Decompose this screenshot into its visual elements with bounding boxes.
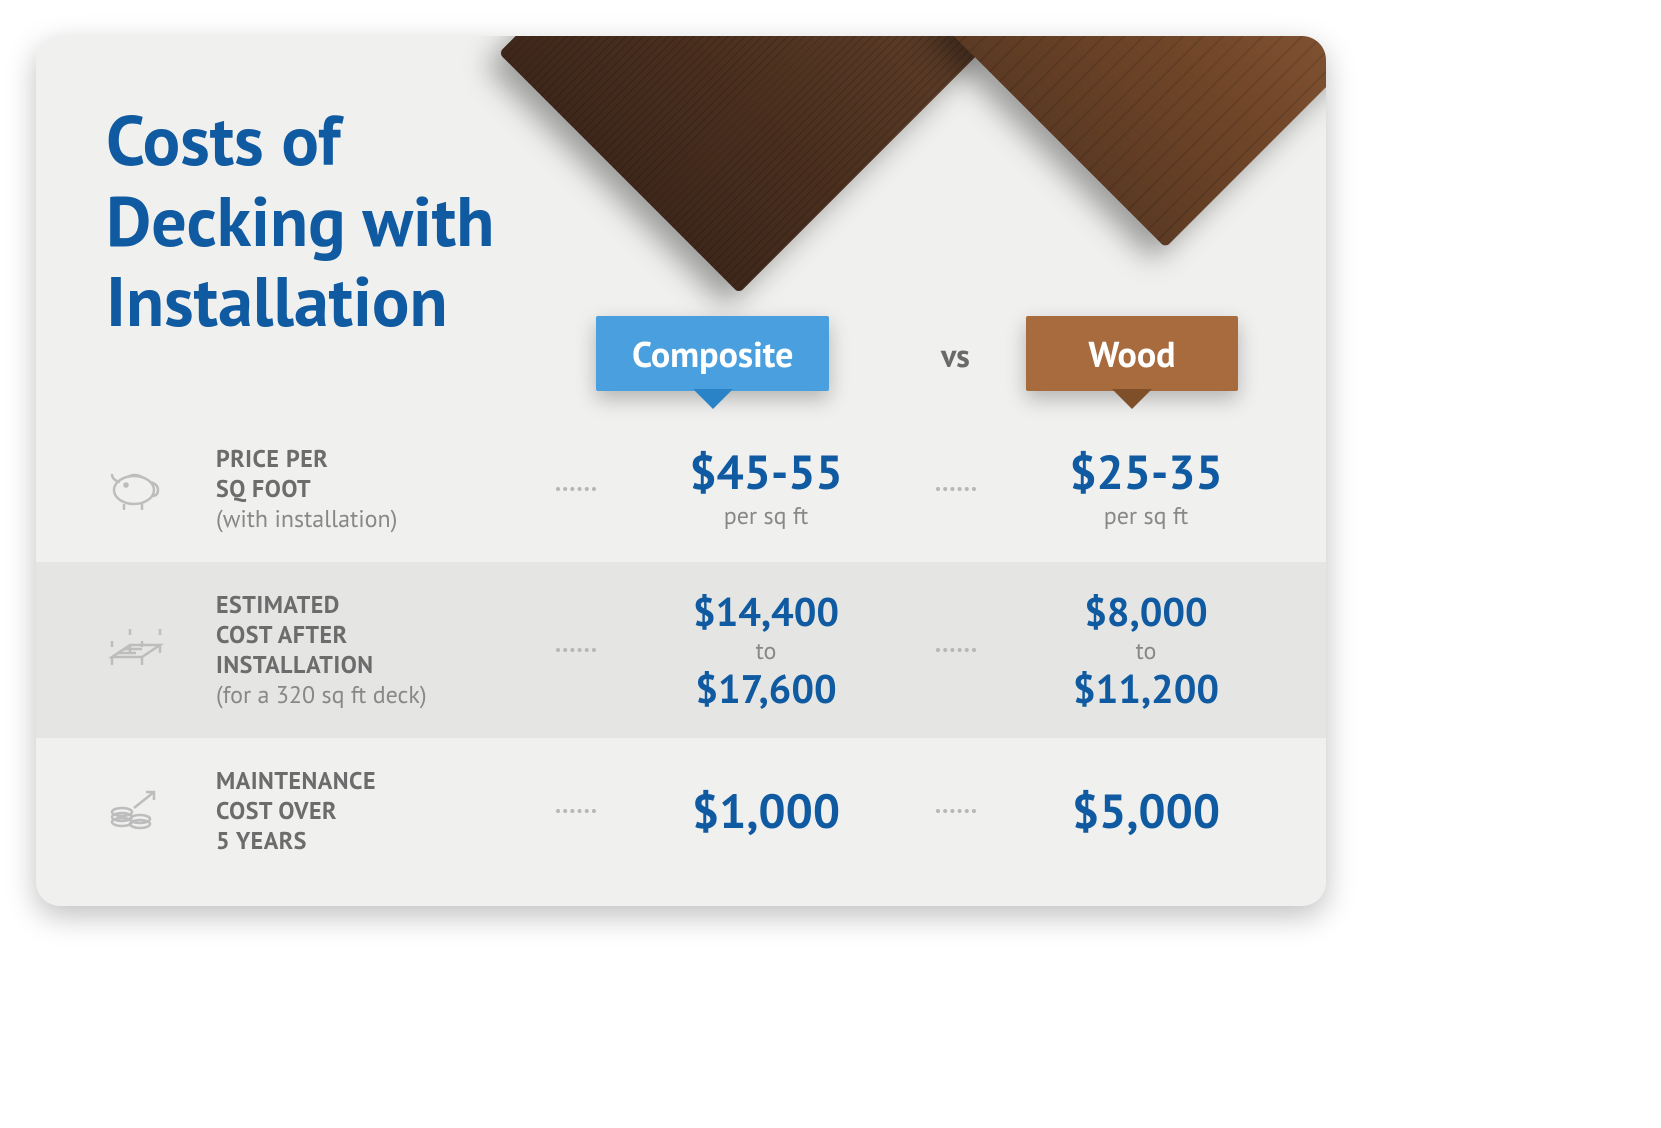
- composite-tag: Composite: [596, 316, 829, 391]
- wood-value: $5,000: [996, 786, 1296, 836]
- wood-tag-label: Wood: [1088, 330, 1175, 377]
- wood-value-to: to: [996, 635, 1296, 666]
- dots-connector: [556, 487, 596, 491]
- page-title: Costs of Decking with Installation: [106, 100, 494, 342]
- row-label: MAINTENANCE COST OVER 5 YEARS: [216, 766, 536, 856]
- wood-value: $25-35 per sq ft: [996, 447, 1296, 530]
- wood-value-number: $25-35: [996, 447, 1296, 497]
- wood-plank-image: [939, 36, 1326, 248]
- wood-value-high: $11,200: [996, 668, 1296, 710]
- composite-value-low: $14,400: [616, 591, 916, 633]
- wood-value-low: $8,000: [996, 591, 1296, 633]
- composite-tag-arrow: [693, 389, 733, 409]
- row-label-sub: (with installation): [216, 504, 536, 534]
- deck-icon: [106, 623, 196, 678]
- wood-tag: Wood: [1026, 316, 1238, 391]
- row-label-main: ESTIMATED COST AFTER INSTALLATION: [216, 590, 536, 680]
- composite-plank-image: [499, 36, 994, 293]
- dots-connector: [556, 648, 596, 652]
- composite-value: $45-55 per sq ft: [616, 447, 916, 530]
- row-label-sub: (for a 320 sq ft deck): [216, 680, 536, 710]
- row-maintenance-cost: MAINTENANCE COST OVER 5 YEARS $1,000 $5,…: [36, 738, 1326, 884]
- wood-value-number: $5,000: [996, 786, 1296, 836]
- infographic-card: Costs of Decking with Installation Compo…: [36, 36, 1326, 906]
- row-label: PRICE PER SQ FOOT (with installation): [216, 444, 536, 534]
- composite-value-number: $45-55: [616, 447, 916, 497]
- composite-value-to: to: [616, 635, 916, 666]
- composite-value-number: $1,000: [616, 786, 916, 836]
- wood-value-sub: per sq ft: [996, 500, 1296, 531]
- coins-arrow-icon: [106, 784, 196, 839]
- composite-tag-label: Composite: [632, 330, 793, 377]
- composite-value: $14,400 to $17,600: [616, 591, 916, 710]
- wood-value: $8,000 to $11,200: [996, 591, 1296, 710]
- row-label-main: PRICE PER SQ FOOT: [216, 444, 536, 504]
- comparison-rows: PRICE PER SQ FOOT (with installation) $4…: [36, 416, 1326, 884]
- composite-value: $1,000: [616, 786, 916, 836]
- dots-connector: [556, 809, 596, 813]
- canvas: Costs of Decking with Installation Compo…: [0, 0, 1661, 1128]
- dots-connector: [936, 648, 976, 652]
- piggy-bank-icon: [106, 462, 196, 517]
- composite-value-sub: per sq ft: [616, 500, 916, 531]
- row-estimated-cost: ESTIMATED COST AFTER INSTALLATION (for a…: [36, 562, 1326, 738]
- dots-connector: [936, 809, 976, 813]
- row-price-per-sqft: PRICE PER SQ FOOT (with installation) $4…: [36, 416, 1326, 562]
- row-label: ESTIMATED COST AFTER INSTALLATION (for a…: [216, 590, 536, 710]
- composite-value-high: $17,600: [616, 668, 916, 710]
- dots-connector: [936, 487, 976, 491]
- vs-label: vs: [941, 334, 970, 376]
- row-label-main: MAINTENANCE COST OVER 5 YEARS: [216, 766, 536, 856]
- wood-tag-arrow: [1112, 389, 1152, 409]
